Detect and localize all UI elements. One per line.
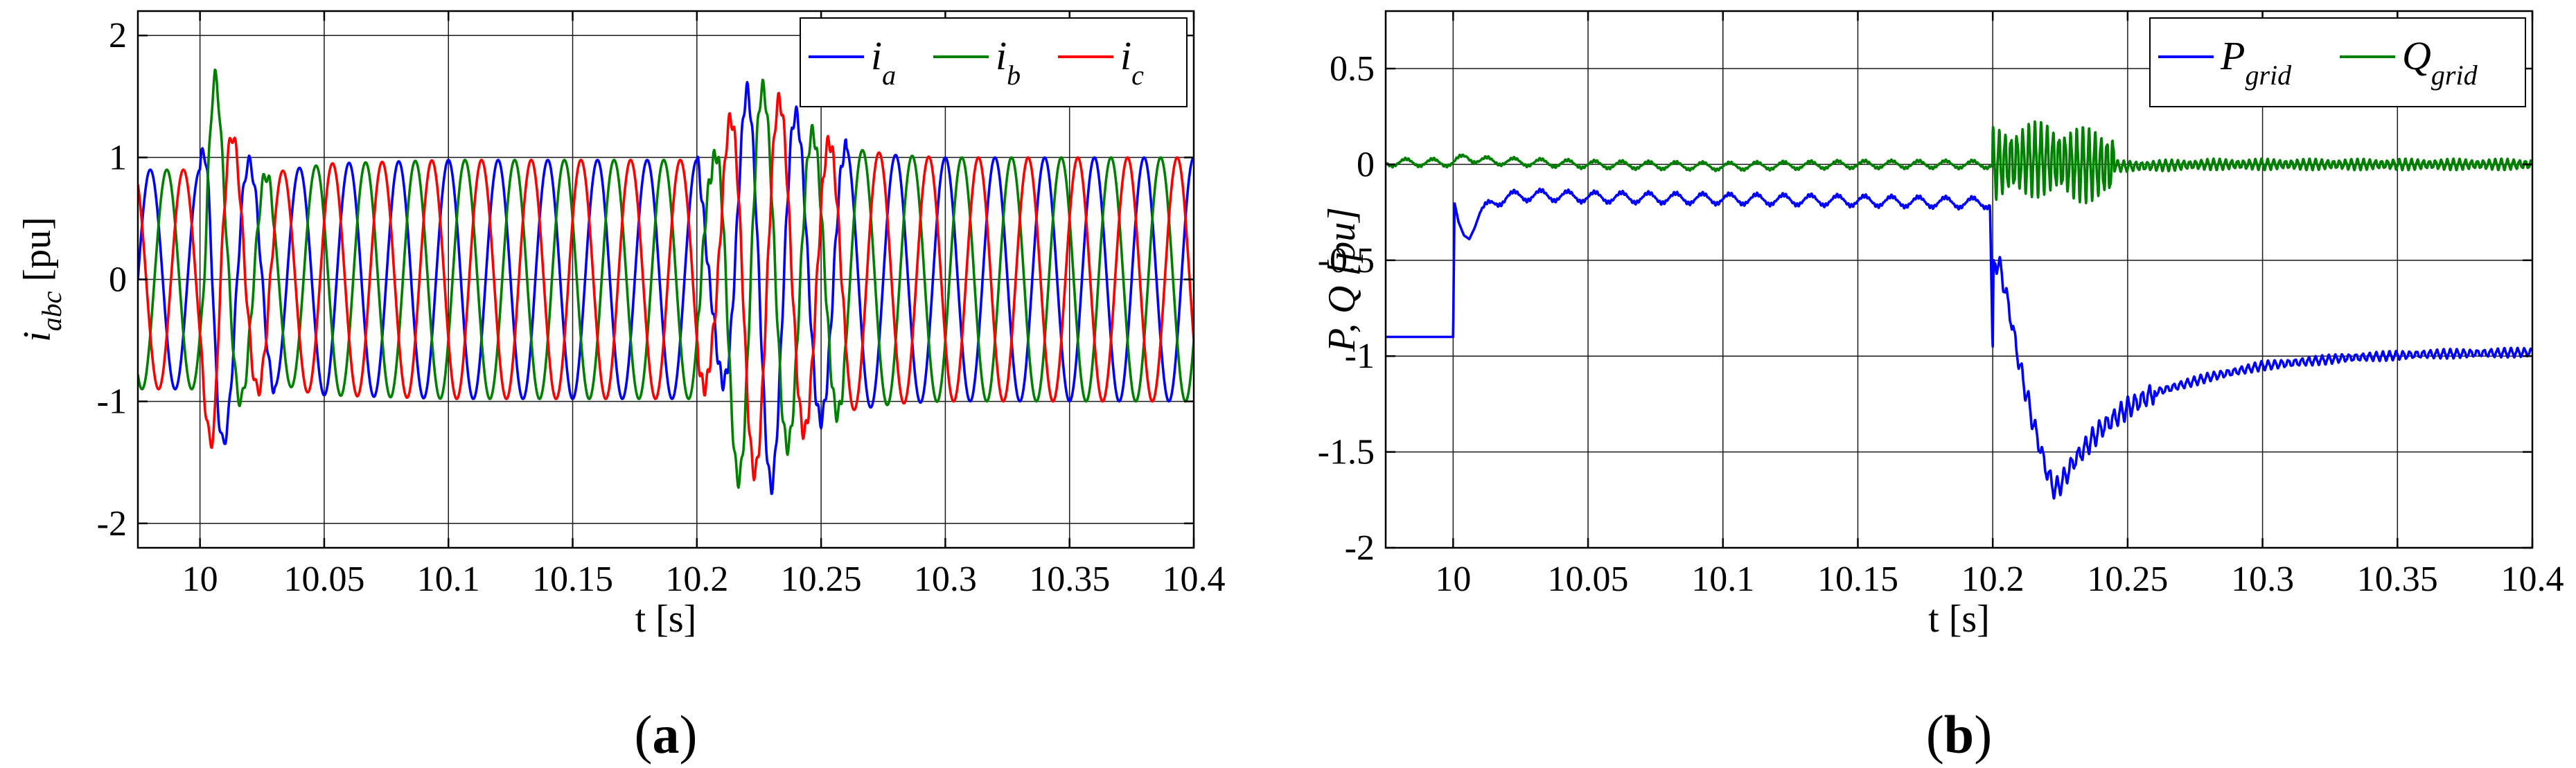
b-ytick-label-3: -0.5 [1318,241,1375,280]
a-panel-label: (a) [635,704,698,765]
b-xtick-label-2: 10.1 [1691,560,1754,599]
b-legend-box [2149,17,2526,107]
a-xtick-label-5: 10.25 [781,560,862,599]
a-ytick-label-1: -1 [97,382,127,422]
b-xtick-label-5: 10.25 [2087,560,2168,599]
b-legend-label-grid: Pgrid [2220,33,2292,91]
a-xtick-label-1: 10.05 [283,560,364,599]
a-legend-label-b: ib [996,33,1021,91]
a-series-group [138,69,1194,495]
b-series-group [1386,120,2532,500]
b-xtick-label-3: 10.15 [1817,560,1898,599]
chart-b: 10 10.05 10.1 10.15 10.2 10.25 10.3 10.35 10.4 -2… [1318,10,2564,765]
b-xtick-label-7: 10.35 [2357,560,2438,599]
a-ytick-label-2: 0 [109,260,127,300]
a-legend: ia ib ic [800,17,1188,107]
a-xlabel: t [s] [635,598,697,641]
a-series-i-c [138,91,1194,481]
b-xtick-label-4: 10.2 [1961,560,2024,599]
a-legend-box [800,17,1188,107]
b-plot-frame [1384,10,2534,549]
b-ytick-label-1: -1.5 [1318,433,1375,472]
b-ytick-label-5: 0.5 [1330,49,1375,89]
a-ytick-label-3: 1 [109,138,127,177]
a-ytick-label-0: -2 [97,504,127,544]
a-series-i-a [138,80,1194,495]
b-xtick-label-0: 10 [1435,560,1471,599]
b-xtick-label-6: 10.3 [2231,560,2294,599]
b-ytick-label-0: -2 [1345,528,1375,568]
a-xtick-label-6: 10.3 [914,560,977,599]
a-series-i-b [138,69,1194,489]
a-xtick-label-2: 10.1 [417,560,480,599]
b-legend-label-grid: Qgrid [2402,33,2478,91]
a-xtick-label-0: 10 [182,560,218,599]
a-ytick-label-4: 2 [109,16,127,55]
a-xtick-label-4: 10.2 [665,560,728,599]
b-legend: Pgrid Qgrid [2149,17,2526,107]
b-ylabel: P, Q [pu] [1321,207,1364,352]
b-series-p-grid [1386,187,2532,500]
b-xtick-label-1: 10.05 [1548,560,1629,599]
b-ytick-label-2: -1 [1345,337,1375,376]
a-legend-label-a: ia [871,33,896,91]
a-xtick-label-8: 10.4 [1163,560,1226,599]
b-xtick-label-8: 10.4 [2501,560,2564,599]
a-legend-label-c: ic [1120,33,1144,91]
chart-a: 10 10.05 10.1 10.15 10.2 10.25 10.3 10.35 10.4-2… [16,10,1226,765]
a-xtick-label-7: 10.35 [1029,560,1110,599]
b-series-q-grid [1386,120,2532,204]
b-panel-label: (b) [1926,704,1992,765]
b-xlabel: t [s] [1928,598,1990,641]
b-ytick-label-4: 0 [1357,145,1375,184]
a-xtick-label-3: 10.15 [532,560,613,599]
a-ylabel: iabc[pu] [16,217,67,342]
